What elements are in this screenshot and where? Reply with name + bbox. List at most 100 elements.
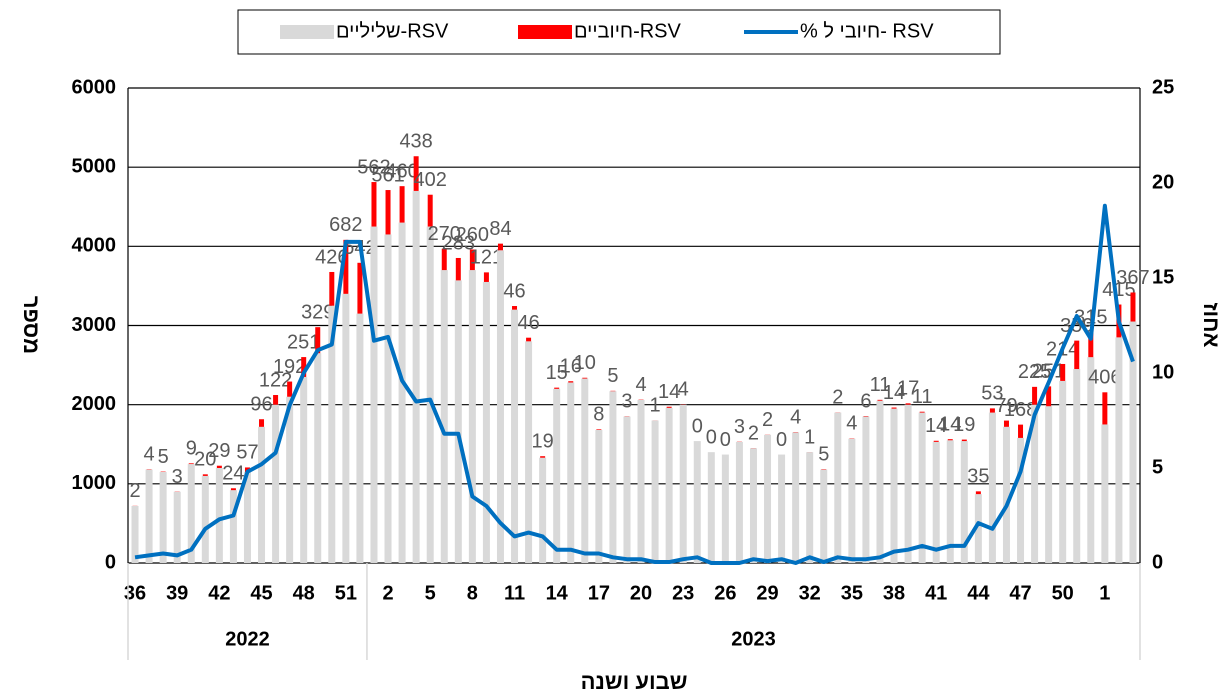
- data-label: 1: [650, 395, 661, 417]
- data-label: 251: [287, 331, 320, 353]
- legend-label: חיוביים-RSV: [574, 20, 682, 42]
- bar-positive: [526, 337, 532, 342]
- bar-negative: [272, 404, 280, 563]
- x-tick-label: 29: [756, 582, 778, 604]
- x-tick-label: 32: [799, 582, 821, 604]
- bar-negative: [173, 491, 181, 563]
- bar-positive: [1060, 363, 1066, 381]
- legend-box: [237, 9, 1001, 55]
- data-label: 19: [532, 430, 554, 452]
- data-label: 0: [720, 429, 731, 451]
- bar-negative: [511, 309, 519, 563]
- data-label: 14: [658, 381, 680, 403]
- bar-positive: [315, 327, 321, 354]
- bar-positive: [877, 399, 883, 401]
- x-tick-label: 26: [714, 582, 736, 604]
- bar-negative: [1002, 426, 1010, 563]
- y2-tick-label: 20: [1152, 171, 1174, 193]
- bar-positive: [975, 491, 981, 495]
- bar-negative: [328, 305, 336, 563]
- bar-positive: [554, 387, 560, 389]
- x-tick-label: 20: [630, 582, 652, 604]
- bar-positive: [582, 377, 588, 379]
- bar-negative: [679, 404, 687, 563]
- y-tick-label: 4000: [72, 235, 117, 257]
- bar-negative: [187, 464, 195, 563]
- bar-positive: [343, 239, 349, 294]
- bar-positive: [961, 439, 967, 442]
- bar-positive: [568, 381, 574, 383]
- data-label: 562: [357, 156, 390, 178]
- bar-negative: [974, 494, 982, 563]
- data-label: 3: [621, 391, 632, 413]
- data-label: 3: [734, 416, 745, 438]
- legend-swatch: [518, 25, 572, 39]
- data-label: 5: [607, 365, 618, 387]
- bar-negative: [426, 226, 434, 563]
- data-label: 0: [706, 426, 717, 448]
- data-label: 29: [208, 440, 230, 462]
- bar-negative: [1059, 380, 1067, 563]
- data-label: 0: [692, 415, 703, 437]
- bar-positive: [441, 248, 447, 271]
- bar-negative: [398, 222, 406, 564]
- data-label: 2: [748, 422, 759, 444]
- x-tick-label: 17: [588, 582, 610, 604]
- bar-positive: [287, 381, 293, 397]
- data-label: 79: [995, 395, 1017, 417]
- data-label: 11: [912, 386, 933, 408]
- bar-negative: [1045, 406, 1053, 563]
- x-tick-label: 41: [925, 582, 947, 604]
- bar-positive: [301, 357, 307, 377]
- legend-swatch: [280, 25, 334, 39]
- data-label: 53: [981, 383, 1003, 405]
- bar-negative: [553, 388, 561, 563]
- bar-negative: [792, 432, 800, 563]
- data-label: 2: [129, 480, 140, 502]
- x-tick-label: 8: [467, 582, 478, 604]
- data-label: 84: [489, 218, 511, 240]
- bar-positive: [385, 190, 391, 235]
- bar-negative: [412, 190, 420, 563]
- data-label: 4: [678, 379, 689, 401]
- data-label: 35: [967, 466, 989, 488]
- bar-negative: [370, 226, 378, 563]
- data-label: 415: [1102, 279, 1135, 301]
- bar-positive: [357, 262, 363, 314]
- data-label: 11: [870, 374, 891, 396]
- data-label: 367: [1116, 267, 1149, 289]
- bar-negative: [932, 441, 940, 563]
- bar-positive: [989, 408, 995, 413]
- legend-label: שליליים-RSV: [336, 20, 449, 42]
- bar-positive: [455, 257, 461, 281]
- data-label: 122: [259, 369, 292, 391]
- bar-positive: [230, 488, 236, 491]
- y-tick-label: 6000: [72, 76, 117, 98]
- data-label: 260: [456, 224, 489, 246]
- data-label: 402: [414, 169, 447, 191]
- bar-negative: [581, 378, 589, 563]
- data-label: 682: [329, 214, 362, 236]
- bar-negative: [243, 471, 251, 563]
- y-tick-label: 3000: [72, 314, 117, 336]
- bar-negative: [525, 341, 533, 563]
- data-label: 16: [560, 356, 582, 378]
- data-label: 4: [635, 374, 646, 396]
- x-tick-label: 35: [841, 582, 863, 604]
- y-tick-label: 0: [105, 551, 116, 573]
- bar-positive: [469, 249, 475, 271]
- bar-negative: [131, 506, 139, 563]
- bar-negative: [342, 293, 350, 563]
- bar-negative: [918, 412, 926, 563]
- data-label: 283: [442, 232, 475, 254]
- bar-negative: [159, 471, 167, 563]
- bar-positive: [399, 186, 405, 223]
- bar-positive: [427, 194, 433, 227]
- bar-negative: [1031, 404, 1039, 563]
- y2-tick-label: 10: [1152, 361, 1174, 383]
- data-label: 14: [925, 415, 947, 437]
- data-label: 192: [273, 356, 306, 378]
- bar-negative: [201, 475, 209, 563]
- data-label: 168: [1004, 399, 1037, 421]
